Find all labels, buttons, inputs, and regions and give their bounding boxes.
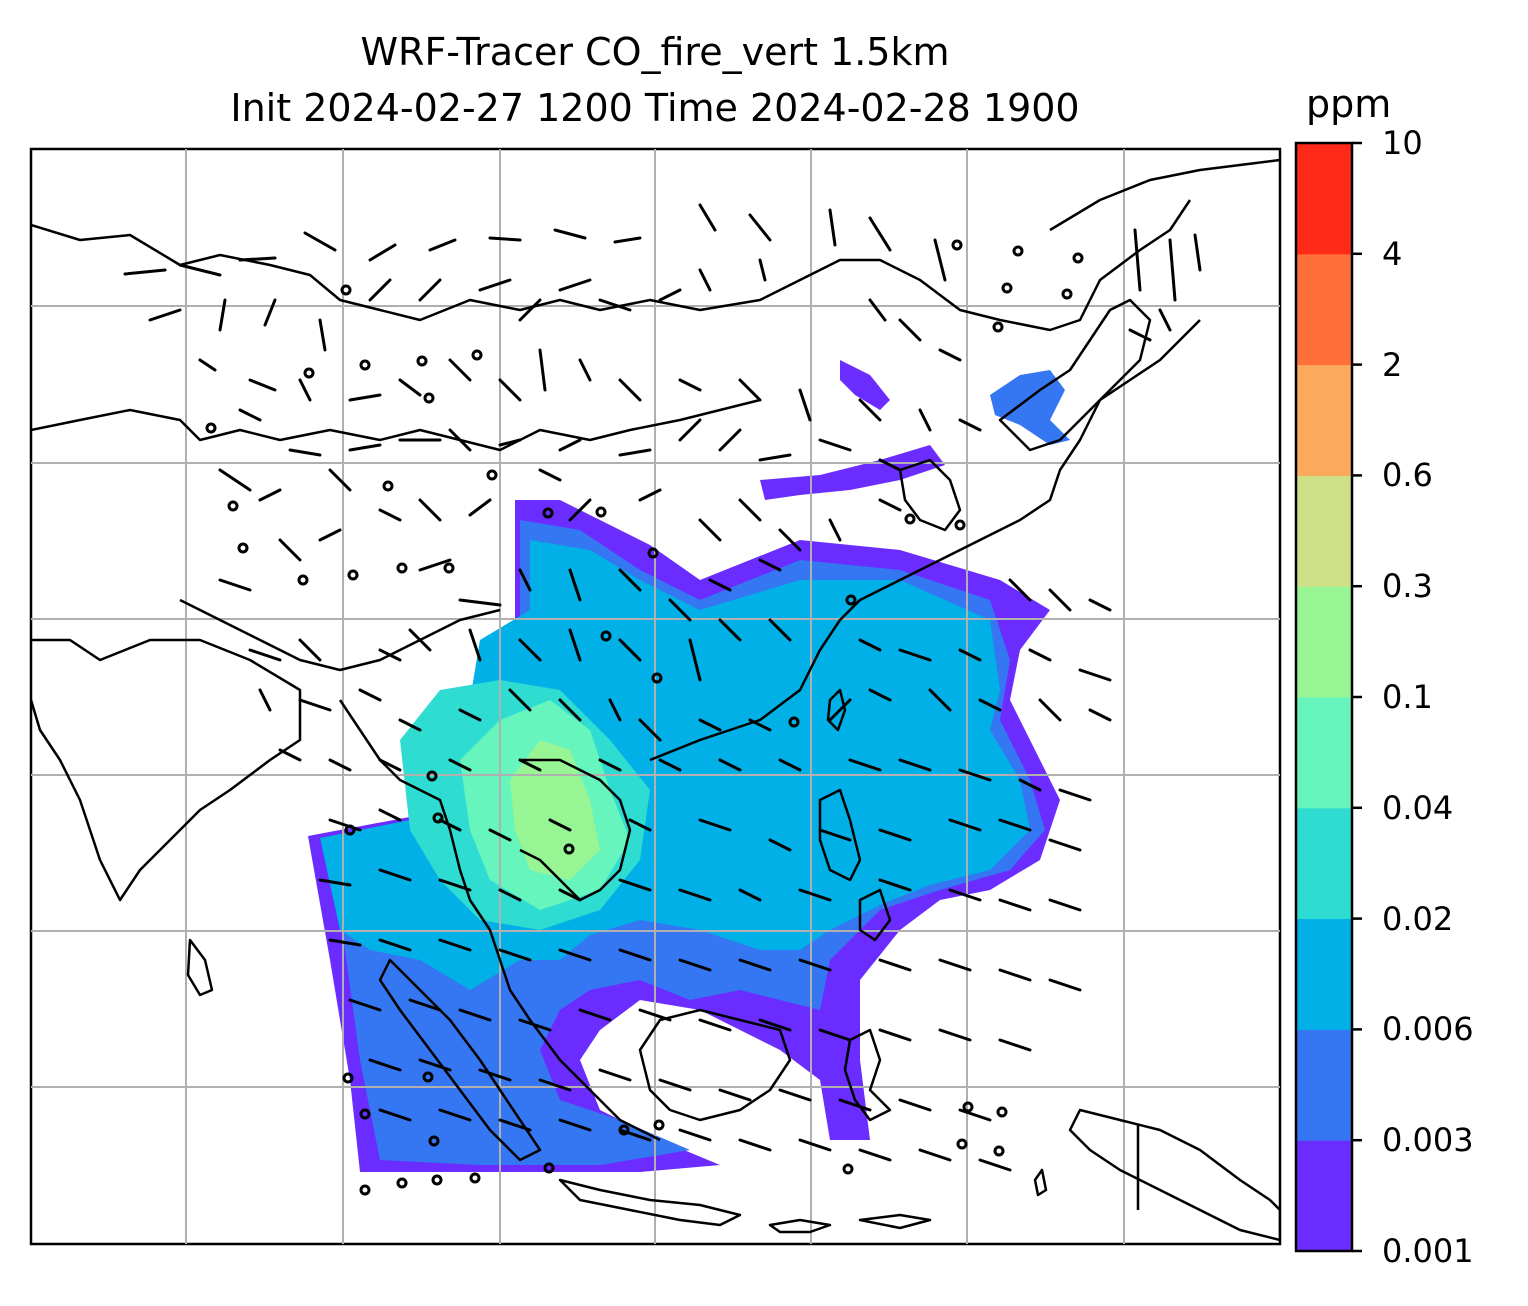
himalaya-border: [179, 598, 501, 672]
tracer-field: [308, 360, 1070, 1172]
colorbar-tick-label: 10: [1382, 124, 1423, 162]
new-guinea: [1068, 1108, 1280, 1242]
colorbar-tick-label: 0.001: [1382, 1232, 1474, 1270]
map-title-line-2: Init 2024-02-27 1200 Time 2024-02-28 190…: [230, 86, 1080, 130]
colorbar-segment: [1296, 918, 1352, 1030]
wind-barbs: [123, 203, 1202, 1172]
sumatra: [378, 958, 542, 1162]
timor-small-islands: [768, 1168, 1048, 1234]
colorbar-segment: [1296, 475, 1352, 587]
colorbar-tick-label: 0.02: [1382, 899, 1454, 938]
colorbar-segment: [1296, 1140, 1352, 1252]
coastlines: [31, 158, 1280, 1242]
taiwan: [826, 688, 847, 732]
colorbar-segment: [1296, 697, 1352, 809]
colorbar-tick-label: 0.003: [1382, 1121, 1474, 1160]
colorbar-segment: [1296, 807, 1352, 920]
colorbar-tick-label: 4: [1382, 234, 1403, 273]
colorbar-tick-label: 0.04: [1382, 788, 1454, 827]
japan: [998, 298, 1152, 452]
india-coast: [31, 638, 302, 902]
tracer-patch-korea-japan: [990, 370, 1070, 445]
tracer-patch-amur: [840, 360, 890, 410]
mekong-coast: [519, 758, 632, 902]
calm-wind-markers: [205, 239, 1084, 1196]
colorbar: [1294, 141, 1362, 1253]
borneo: [638, 1008, 792, 1122]
northern-border: [31, 199, 1192, 332]
colorbar-tick-label: 0.3: [1382, 567, 1433, 606]
philippines: [818, 788, 892, 942]
colorbar-segment: [1296, 1029, 1352, 1141]
colorbar-segment: [1296, 253, 1352, 366]
tracer-patch-north-china: [760, 445, 945, 500]
colorbar-unit: ppm: [1306, 82, 1392, 126]
colorbar-segment: [1296, 586, 1352, 698]
southeast-asia-coast: [338, 699, 661, 1142]
colorbar-tick-label: 0.1: [1382, 678, 1433, 716]
colorbar-tick-label: 2: [1382, 345, 1403, 384]
java: [558, 1178, 742, 1227]
colorbar-tick-label: 0.006: [1382, 1010, 1474, 1049]
sri-lanka: [186, 938, 214, 997]
korea: [898, 458, 962, 532]
colorbar-tick-label: 0.6: [1382, 456, 1433, 495]
gridlines: [31, 149, 1280, 1244]
central-asia-border: [31, 398, 761, 452]
map-title-line-1: WRF-Tracer CO_fire_vert 1.5km: [360, 30, 950, 74]
russia-pacific: [1049, 158, 1280, 232]
sulawesi: [843, 1028, 892, 1122]
china-coast: [649, 319, 1201, 762]
colorbar-segment: [1296, 364, 1352, 476]
colorbar-segment: [1296, 143, 1352, 255]
